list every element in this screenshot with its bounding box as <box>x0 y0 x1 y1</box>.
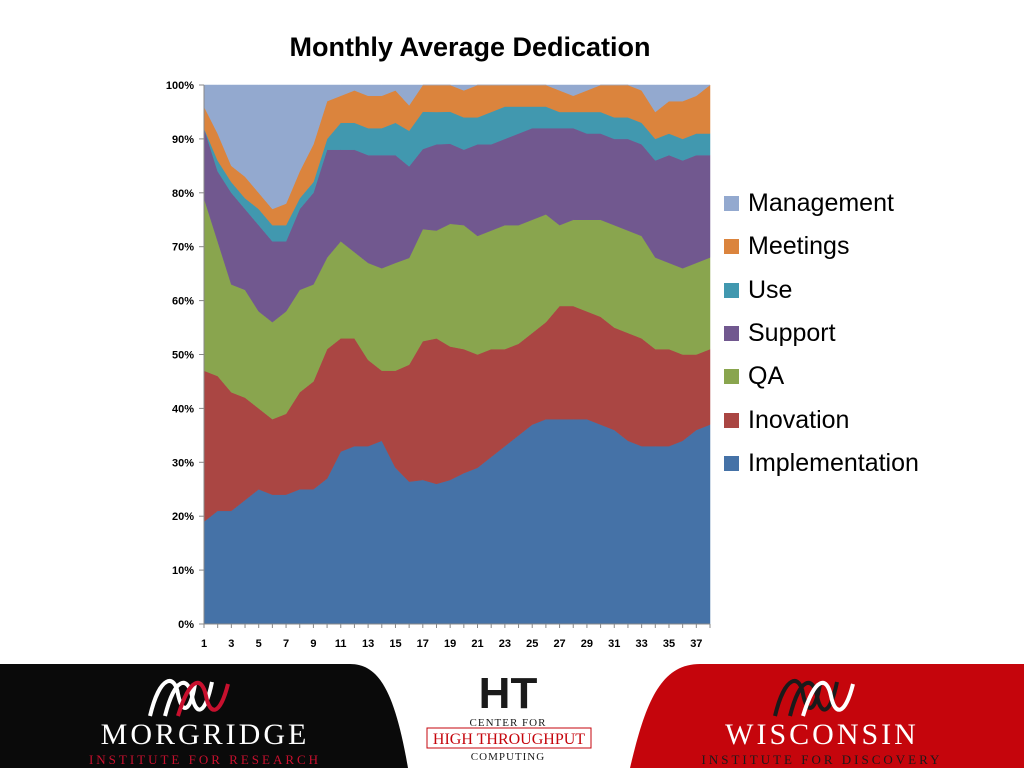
footer-right-panel <box>630 664 1024 768</box>
legend-swatch <box>724 326 739 342</box>
y-tick-label: 50% <box>172 350 194 362</box>
y-tick-label: 20% <box>172 511 194 523</box>
wisconsin-subtitle: INSTITUTE FOR DISCOVERY <box>702 752 943 767</box>
wisconsin-name: WISCONSIN <box>725 718 919 751</box>
legend-item-inovation: Inovation <box>724 398 919 441</box>
htc-line2: HIGH THROUGHPUT <box>433 731 585 748</box>
legend-item-qa: QA <box>724 355 919 398</box>
x-tick-label: 21 <box>471 638 483 650</box>
chart-title: Monthly Average Dedication <box>289 32 651 62</box>
series-area-management <box>203 84 711 210</box>
footer-logos: MORGRIDGE INSTITUTE FOR RESEARCH HT CENT… <box>0 664 1024 768</box>
legend-swatch <box>724 455 739 471</box>
wisconsin-wave-mark <box>773 679 855 717</box>
htc-box <box>426 727 592 749</box>
x-tick-label: 23 <box>499 638 511 650</box>
x-tick-label: 29 <box>581 638 593 650</box>
y-tick-label: 0% <box>178 619 194 631</box>
x-tick-label: 35 <box>663 638 675 650</box>
morgridge-name: MORGRIDGE <box>101 718 310 751</box>
x-tick-label: 27 <box>553 638 565 650</box>
area-chart: 0%10%20%30%40%50%60%70%80%90%100%1 3 5 7 9 11… <box>166 80 711 650</box>
legend-label: Inovation <box>748 405 850 434</box>
legend-label: Use <box>748 275 793 304</box>
legend-item-management: Management <box>724 182 919 225</box>
x-tick-label: 25 <box>526 638 538 650</box>
wisconsin-logo: WISCONSIN INSTITUTE FOR DISCOVERY <box>702 679 943 767</box>
x-tick-label: 33 <box>635 638 647 650</box>
legend-swatch <box>724 239 739 255</box>
htc-logo: HT CENTER FOR HIGH THROUGHPUT COMPUTING <box>426 669 592 763</box>
y-tick-label: 70% <box>172 242 194 254</box>
x-tick-label: 11 <box>335 638 347 650</box>
htc-mark: HT <box>479 669 538 718</box>
x-tick-label: 17 <box>417 638 429 650</box>
morgridge-logo: MORGRIDGE INSTITUTE FOR RESEARCH <box>89 679 321 767</box>
x-tick-label: 19 <box>444 638 456 650</box>
legend-label: Implementation <box>748 448 919 477</box>
legend-swatch <box>724 196 739 212</box>
y-tick-label: 90% <box>172 134 194 146</box>
legend-label: Support <box>748 319 836 348</box>
x-tick-label: 1 <box>201 638 207 650</box>
x-tick-label: 9 <box>310 638 316 650</box>
x-tick-label: 37 <box>690 638 702 650</box>
legend-item-use: Use <box>724 269 919 312</box>
y-tick-label: 80% <box>172 188 194 200</box>
y-tick-label: 30% <box>172 457 194 469</box>
morgridge-subtitle: INSTITUTE FOR RESEARCH <box>89 752 321 767</box>
htc-line1: CENTER FOR <box>470 717 547 729</box>
legend-label: Management <box>748 189 894 218</box>
legend-item-meetings: Meetings <box>724 225 919 268</box>
chart-legend: Management Meetings Use Support QA Inovation I… <box>724 182 919 485</box>
x-tick-label: 7 <box>283 638 289 650</box>
x-tick-label: 3 <box>228 638 234 650</box>
morgridge-wave-mark <box>148 679 230 717</box>
legend-item-implementation: Implementation <box>724 442 919 485</box>
htc-line3: COMPUTING <box>471 751 545 763</box>
y-tick-label: 60% <box>172 296 194 308</box>
legend-swatch <box>724 369 739 385</box>
legend-swatch <box>724 282 739 298</box>
x-tick-label: 13 <box>362 638 374 650</box>
y-tick-label: 100% <box>166 80 194 92</box>
x-tick-label: 15 <box>389 638 401 650</box>
legend-item-support: Support <box>724 312 919 355</box>
x-tick-label: 31 <box>608 638 620 650</box>
x-tick-label: 5 <box>256 638 262 650</box>
legend-swatch <box>724 412 739 428</box>
legend-label: Meetings <box>748 232 850 261</box>
y-tick-label: 10% <box>172 565 194 577</box>
legend-label: QA <box>748 362 785 391</box>
footer-left-panel <box>0 664 408 768</box>
y-tick-label: 40% <box>172 403 194 415</box>
